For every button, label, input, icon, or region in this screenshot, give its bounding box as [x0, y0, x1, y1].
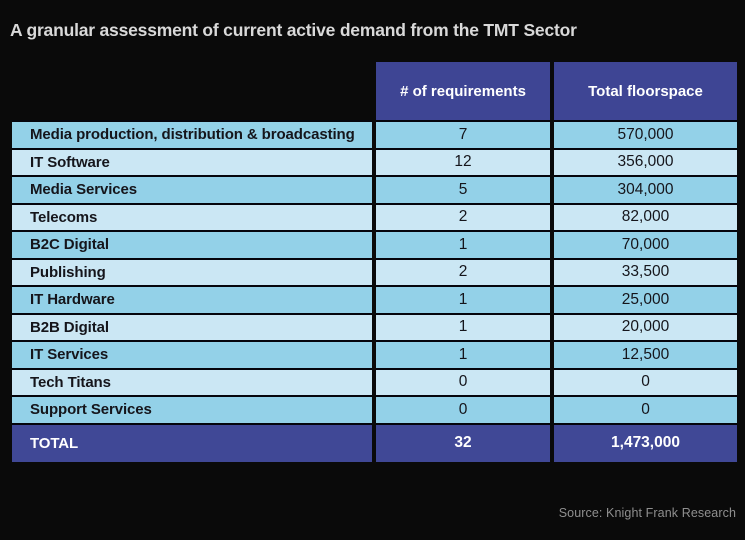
row-label: IT Hardware	[12, 285, 372, 313]
table-row: Tech Titans 0 0	[12, 367, 737, 395]
total-floorspace: 1,473,000	[554, 422, 737, 462]
row-floorspace: 25,000	[554, 285, 737, 313]
page-title: A granular assessment of current active …	[10, 20, 577, 40]
row-label: Telecoms	[12, 202, 372, 230]
row-requirements: 0	[376, 395, 550, 423]
row-requirements: 1	[376, 312, 550, 340]
row-label: Support Services	[12, 395, 372, 423]
table-row: IT Services 1 12,500	[12, 340, 737, 368]
row-floorspace: 82,000	[554, 202, 737, 230]
row-floorspace: 12,500	[554, 340, 737, 368]
row-floorspace: 0	[554, 395, 737, 423]
row-floorspace: 70,000	[554, 230, 737, 258]
column-header-floorspace: Total floorspace	[554, 62, 737, 120]
table-row: Support Services 0 0	[12, 395, 737, 423]
table-row: IT Software 12 356,000	[12, 147, 737, 175]
table-row: Telecoms 2 82,000	[12, 202, 737, 230]
row-requirements: 7	[376, 120, 550, 148]
table-row: B2B Digital 1 20,000	[12, 312, 737, 340]
demand-table: # of requirements Total floorspace Media…	[12, 62, 737, 462]
row-requirements: 1	[376, 230, 550, 258]
total-label: TOTAL	[12, 422, 372, 462]
row-requirements: 5	[376, 175, 550, 203]
row-label: IT Software	[12, 147, 372, 175]
row-floorspace: 20,000	[554, 312, 737, 340]
table-body: Media production, distribution & broadca…	[12, 120, 737, 423]
row-floorspace: 356,000	[554, 147, 737, 175]
table-row: Media production, distribution & broadca…	[12, 120, 737, 148]
table-row: Media Services 5 304,000	[12, 175, 737, 203]
row-floorspace: 304,000	[554, 175, 737, 203]
row-label: IT Services	[12, 340, 372, 368]
row-requirements: 0	[376, 367, 550, 395]
table-total-row: TOTAL 32 1,473,000	[12, 422, 737, 462]
row-requirements: 1	[376, 340, 550, 368]
total-requirements: 32	[376, 422, 550, 462]
row-requirements: 12	[376, 147, 550, 175]
column-header-requirements: # of requirements	[376, 62, 550, 120]
row-label: Media Services	[12, 175, 372, 203]
table-row: B2C Digital 1 70,000	[12, 230, 737, 258]
row-floorspace: 0	[554, 367, 737, 395]
row-floorspace: 33,500	[554, 257, 737, 285]
row-requirements: 2	[376, 202, 550, 230]
header-spacer	[12, 62, 372, 120]
source-attribution: Source: Knight Frank Research	[558, 506, 736, 520]
table-row: IT Hardware 1 25,000	[12, 285, 737, 313]
table-header-row: # of requirements Total floorspace	[12, 62, 737, 120]
table-row: Publishing 2 33,500	[12, 257, 737, 285]
row-label: Tech Titans	[12, 367, 372, 395]
row-requirements: 2	[376, 257, 550, 285]
row-label: B2C Digital	[12, 230, 372, 258]
row-label: B2B Digital	[12, 312, 372, 340]
row-requirements: 1	[376, 285, 550, 313]
row-label: Media production, distribution & broadca…	[12, 120, 372, 148]
row-label: Publishing	[12, 257, 372, 285]
row-floorspace: 570,000	[554, 120, 737, 148]
